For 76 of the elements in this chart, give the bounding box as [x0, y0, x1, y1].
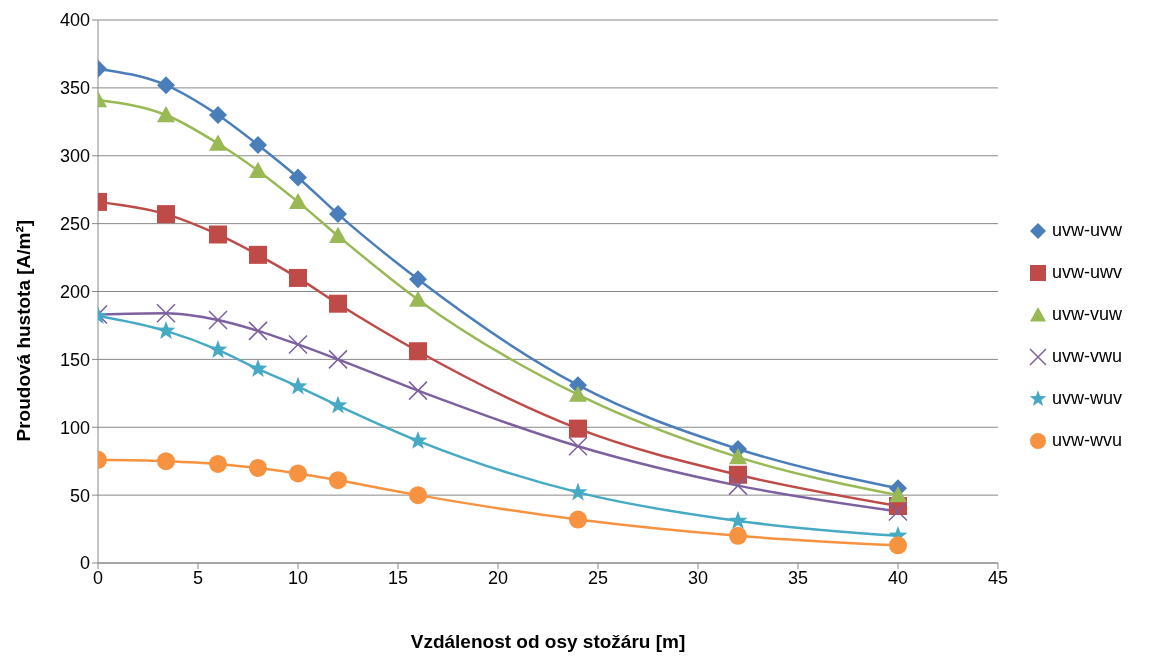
x-tick-label: 10 — [287, 567, 309, 588]
y-tick-label: 350 — [59, 78, 90, 99]
y-tick-label: 300 — [59, 146, 90, 167]
point — [289, 268, 307, 287]
x-tick-label: 35 — [787, 567, 808, 588]
point — [568, 436, 588, 457]
point — [408, 342, 427, 361]
y-tick-label: 400 — [59, 10, 90, 31]
point — [728, 526, 747, 545]
point — [249, 161, 267, 178]
y-tick-label: 0 — [79, 553, 90, 574]
point — [289, 464, 307, 483]
point — [328, 349, 348, 370]
legend-label: uvw-uvw — [1051, 220, 1122, 241]
point — [408, 290, 427, 307]
x-tick-label: 30 — [687, 567, 709, 588]
legend-label: uvw-wvu — [1051, 430, 1122, 451]
point — [329, 471, 347, 490]
x-tick-label: 0 — [92, 567, 104, 588]
point — [289, 192, 307, 210]
point — [209, 454, 227, 473]
x-tick-label: 40 — [887, 567, 908, 588]
point — [156, 320, 176, 339]
point — [329, 294, 347, 313]
legend-label: uvw-vuw — [1051, 304, 1122, 325]
legend-label: uvw-wuv — [1051, 388, 1122, 409]
x-tick-label: 5 — [192, 567, 204, 588]
point — [888, 536, 907, 555]
point — [288, 334, 308, 355]
point — [888, 501, 908, 522]
point — [728, 448, 747, 465]
point — [249, 245, 267, 264]
point — [208, 339, 228, 358]
point — [728, 465, 747, 484]
y-axis-title: Proudová hustota [A/m²] — [12, 219, 34, 442]
point — [408, 430, 428, 449]
point — [568, 482, 588, 501]
point — [289, 168, 307, 187]
point — [249, 135, 267, 154]
x-tick-label: 15 — [387, 567, 409, 588]
legend-label: uvw-vwu — [1051, 346, 1122, 367]
point — [329, 205, 347, 224]
point — [208, 310, 228, 330]
point — [328, 395, 348, 414]
point — [248, 321, 268, 341]
point — [209, 134, 227, 151]
x-tick-label: 20 — [487, 567, 509, 588]
point — [209, 106, 227, 125]
point — [249, 458, 267, 477]
y-tick-label: 100 — [59, 417, 90, 438]
x-axis-title: Vzdálenost od osy stožáru [m] — [410, 631, 686, 652]
point — [408, 270, 427, 289]
point — [157, 106, 175, 123]
point — [888, 486, 907, 503]
point — [157, 76, 175, 95]
y-tick-label: 200 — [59, 281, 90, 302]
point — [288, 376, 308, 395]
x-tick-label: 25 — [587, 567, 609, 588]
point — [157, 452, 175, 471]
point — [248, 358, 268, 377]
point — [408, 380, 428, 401]
point — [568, 510, 587, 529]
point — [568, 419, 587, 438]
point — [408, 486, 427, 505]
y-tick-label: 50 — [69, 485, 90, 506]
point — [156, 303, 176, 323]
point — [728, 511, 748, 529]
point — [209, 225, 227, 244]
point — [728, 475, 748, 496]
legend-label: uvw-uwv — [1051, 262, 1122, 283]
point — [568, 385, 587, 402]
x-tick-label: 45 — [987, 567, 1008, 588]
y-tick-label: 150 — [59, 349, 90, 370]
point — [329, 226, 347, 244]
y-tick-label: 250 — [59, 214, 90, 235]
point — [157, 205, 175, 224]
